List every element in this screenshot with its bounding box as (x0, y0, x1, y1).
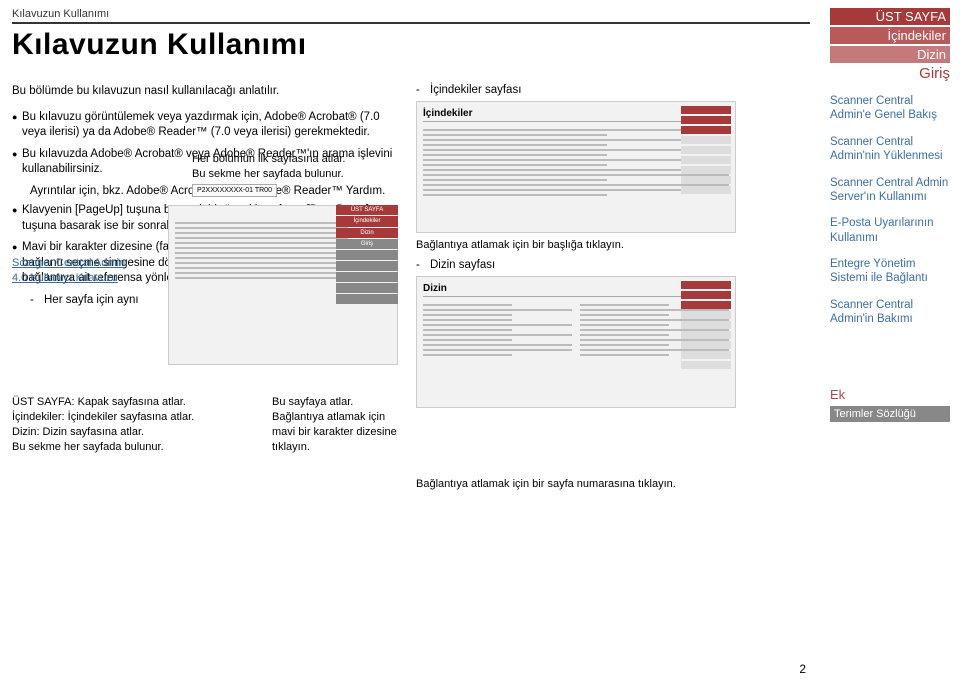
right-column: - İçindekiler sayfası İçindekiler (416, 84, 810, 490)
bullet-item: ● Bu kılavuzu görüntülemek veya yazdırma… (12, 110, 402, 141)
page-number: 2 (799, 662, 806, 676)
doc-code-badge: P2XXXXXXXX-01 TR00 (192, 184, 277, 197)
nav-icindekiler[interactable]: İçindekiler (830, 27, 950, 44)
legend-line: Bu sayfaya atlar. (272, 395, 402, 410)
sidebar-section-entegre[interactable]: Entegre Yönetim Sistemi ile Bağlantı (830, 257, 950, 286)
nav-giris[interactable]: Giriş (830, 65, 950, 82)
index-caption: Bağlantıya atlamak için bir sayfa numara… (416, 478, 810, 490)
sidebar-section-bakimi[interactable]: Scanner Central Admin'in Bakımı (830, 298, 950, 327)
bullet-text: Bu kılavuzu görüntülemek veya yazdırmak … (22, 110, 402, 141)
dash-item: - İçindekiler sayfası (416, 84, 810, 99)
intro-text: Bu bölümde bu kılavuzun nasıl kullanılac… (12, 84, 402, 100)
sidebar-terimler[interactable]: Terimler Sözlüğü (830, 406, 950, 422)
thumbnail-nav: ÜST SAYFA İçindekiler Dizin Giriş (336, 205, 398, 305)
sidebar-section-server-kullanimi[interactable]: Scanner Central Admin Server'ın Kullanım… (830, 176, 950, 205)
legend-line: Bağlantıya atlamak için mavi bir karakte… (272, 410, 402, 455)
page-thumbnail: ÜST SAYFA İçindekiler Dizin Giriş (168, 205, 398, 365)
left-column: Bu bölümde bu kılavuzun nasıl kullanılac… (12, 84, 402, 490)
toc-caption: Bağlantıya atlamak için bir başlığa tıkl… (416, 239, 810, 251)
divider (12, 22, 810, 24)
legend-line: ÜST SAYFA: Kapak sayfasına atlar. (12, 395, 252, 410)
nav-dizin[interactable]: Dizin (830, 46, 950, 63)
dash-item: - Dizin sayfası (416, 259, 810, 274)
legend-line: İçindekiler: İçindekiler sayfasına atlar… (12, 410, 252, 425)
breadcrumb: Kılavuzun Kullanımı (12, 8, 810, 20)
sidebar-section-eposta[interactable]: E-Posta Uyarılarının Kullanımı (830, 216, 950, 245)
nav-ust-sayfa[interactable]: ÜST SAYFA (830, 8, 950, 25)
right-sidebar: ÜST SAYFA İçindekiler Dizin Giriş Scanne… (820, 0, 960, 680)
page-title: Kılavuzun Kullanımı (12, 28, 810, 62)
sidebar-section-genel-bakis[interactable]: Scanner Central Admin'e Genel Bakış (830, 94, 950, 123)
legend-line: Dizin: Dizin sayfasına atlar. (12, 425, 252, 440)
scanner-admin-link[interactable]: Scanner Central Admin 4.0 Kullanıcı Kıla… (12, 256, 160, 286)
index-thumbnail: Dizin (416, 276, 736, 408)
toc-thumbnail: İçindekiler (416, 101, 736, 233)
sidebar-ek[interactable]: Ek (830, 387, 950, 402)
legend-row: ÜST SAYFA: Kapak sayfasına atlar. İçinde… (12, 395, 402, 454)
sidebar-section-yuklenmesi[interactable]: Scanner Central Admin'nin Yüklenmesi (830, 135, 950, 164)
legend-line: Bu sekme her sayfada bulunur. (12, 440, 252, 455)
